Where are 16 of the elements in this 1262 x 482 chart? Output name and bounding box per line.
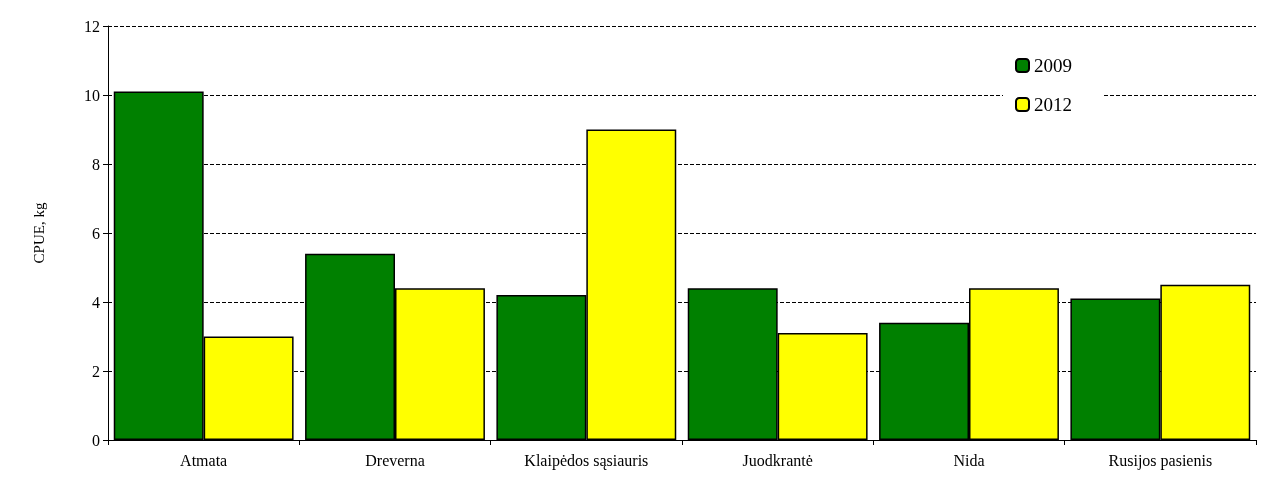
y-tick-label: 10 [84, 86, 100, 104]
y-tick-label: 8 [92, 155, 100, 173]
x-tick-label: Klaipėdos sąsiauris [524, 451, 649, 470]
y-tick-label: 2 [92, 362, 100, 380]
x-tick-label: Nida [953, 451, 985, 469]
x-tick-label: Dreverna [365, 451, 425, 469]
legend-label: 2009 [1034, 55, 1072, 76]
x-tick-label: Rusijos pasienis [1108, 451, 1213, 470]
y-tick-label: 6 [92, 224, 100, 242]
y-tick-label: 0 [92, 431, 100, 449]
y-axis-title: CPUE, kg [30, 202, 47, 264]
x-tick-label: Juodkrantė [742, 451, 813, 469]
x-tick-label: Atmata [180, 451, 228, 469]
y-tick-label: 4 [92, 293, 100, 311]
y-tick-label: 12 [84, 17, 100, 35]
legend-label: 2012 [1034, 94, 1072, 115]
